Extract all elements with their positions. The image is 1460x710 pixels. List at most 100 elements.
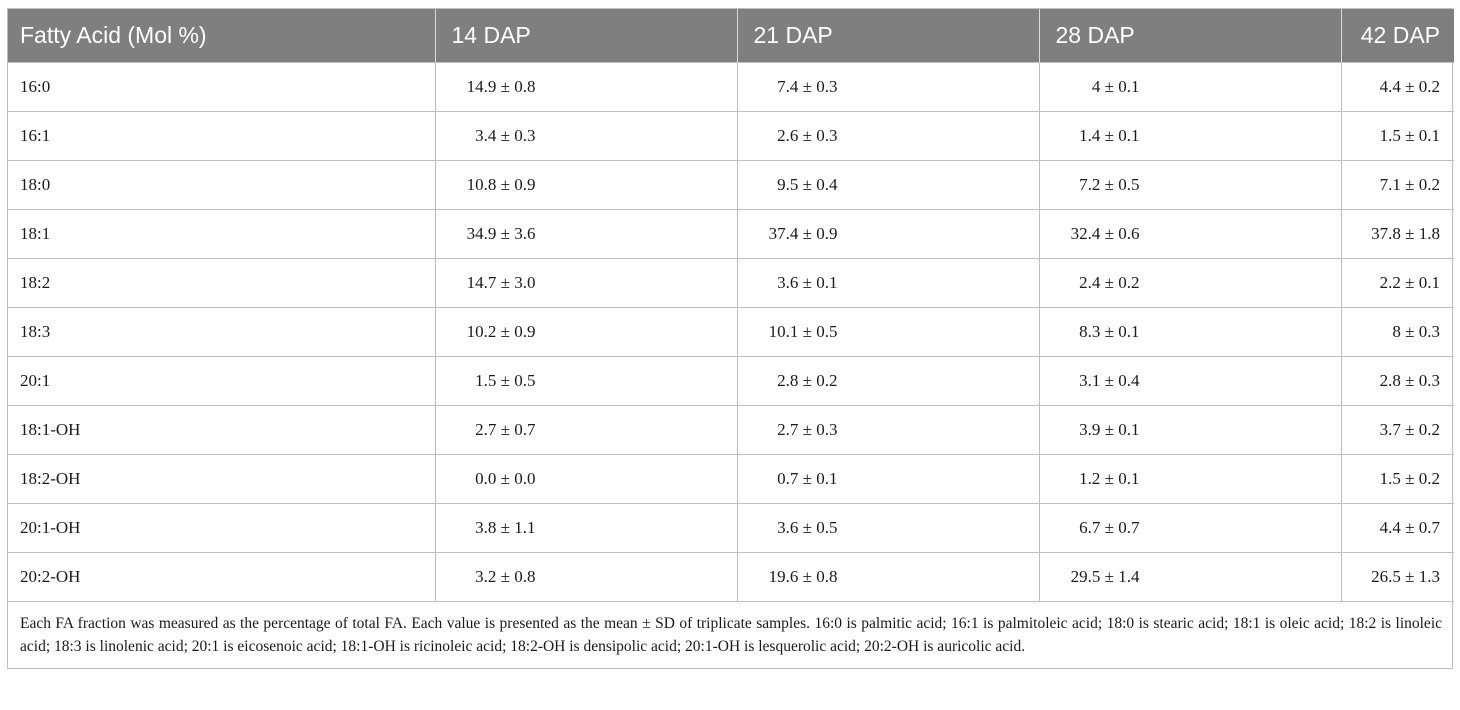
value-text: 10.1 ± 0.5 bbox=[768, 321, 838, 341]
value-cell: 4 ± 0.1 bbox=[1038, 61, 1341, 111]
value-cell: 29.5 ± 1.4 bbox=[1038, 551, 1341, 601]
value-text: 37.4 ± 0.9 bbox=[768, 223, 838, 243]
value-cell: 3.9 ± 0.1 bbox=[1038, 404, 1341, 454]
value-text: 10.8 ± 0.9 bbox=[466, 174, 536, 194]
value-cell: 14.7 ± 3.0 bbox=[434, 257, 737, 307]
value-cell: 1.2 ± 0.1 bbox=[1038, 453, 1341, 503]
value-cell: 14.9 ± 0.8 bbox=[434, 61, 737, 111]
header-21-dap: 21 DAP bbox=[736, 9, 1039, 62]
value-text: 4 ± 0.1 bbox=[1091, 76, 1140, 96]
value-cell: 3.1 ± 0.4 bbox=[1038, 355, 1341, 405]
value-cell: 2.8 ± 0.2 bbox=[736, 355, 1039, 405]
value-text: 3.6 ± 0.1 bbox=[777, 272, 838, 292]
value-cell: 8 ± 0.3 bbox=[1340, 306, 1454, 356]
fatty-acid-label: 20:1 bbox=[8, 355, 435, 405]
value-text: 34.9 ± 3.6 bbox=[466, 223, 536, 243]
table-body: 16:0 14.9 ± 0.8 7.4 ± 0.3 4 ± 0.1 4.4 ± 0.2 1… bbox=[8, 61, 1454, 601]
value-cell: 2.7 ± 0.3 bbox=[736, 404, 1039, 454]
value-cell: 2.8 ± 0.3 bbox=[1340, 355, 1454, 405]
value-cell: 34.9 ± 3.6 bbox=[434, 208, 737, 258]
value-cell: 0.0 ± 0.0 bbox=[434, 453, 737, 503]
value-text: 2.4 ± 0.2 bbox=[1079, 272, 1140, 292]
fatty-acid-label: 16:0 bbox=[8, 61, 435, 111]
value-text: 14.9 ± 0.8 bbox=[466, 76, 536, 96]
table-row: 18:0 10.8 ± 0.9 9.5 ± 0.4 7.2 ± 0.5 7.1 ± 0.… bbox=[8, 159, 1454, 209]
value-text: 10.2 ± 0.9 bbox=[466, 321, 536, 341]
value-cell: 37.8 ± 1.8 bbox=[1340, 208, 1454, 258]
value-text: 32.4 ± 0.6 bbox=[1070, 223, 1140, 243]
value-cell: 7.1 ± 0.2 bbox=[1340, 159, 1454, 209]
fatty-acid-label: 18:2-OH bbox=[8, 453, 435, 503]
header-42-dap: 42 DAP bbox=[1340, 9, 1454, 62]
value-text: 29.5 ± 1.4 bbox=[1070, 566, 1140, 586]
value-cell: 3.8 ± 1.1 bbox=[434, 502, 737, 552]
fatty-acid-label: 20:1-OH bbox=[8, 502, 435, 552]
value-cell: 2.4 ± 0.2 bbox=[1038, 257, 1341, 307]
table-row: 18:2 14.7 ± 3.0 3.6 ± 0.1 2.4 ± 0.2 2.2 ± 0.… bbox=[8, 257, 1454, 307]
value-cell: 3.4 ± 0.3 bbox=[434, 110, 737, 160]
value-text: 19.6 ± 0.8 bbox=[768, 566, 838, 586]
value-text: 1.4 ± 0.1 bbox=[1079, 125, 1140, 145]
table-header: Fatty Acid (Mol %) 14 DAP 21 DAP 28 DAP … bbox=[8, 9, 1454, 62]
table-footer: Each FA fraction was measured as the per… bbox=[8, 600, 1454, 668]
value-cell: 0.7 ± 0.1 bbox=[736, 453, 1039, 503]
value-cell: 1.5 ± 0.1 bbox=[1340, 110, 1454, 160]
fatty-acid-label: 18:0 bbox=[8, 159, 435, 209]
fatty-acid-label: 18:1 bbox=[8, 208, 435, 258]
value-text: 6.7 ± 0.7 bbox=[1079, 517, 1140, 537]
value-text: 1.2 ± 0.1 bbox=[1079, 468, 1140, 488]
value-text: 3.1 ± 0.4 bbox=[1079, 370, 1140, 390]
value-cell: 1.5 ± 0.2 bbox=[1340, 453, 1454, 503]
value-cell: 8.3 ± 0.1 bbox=[1038, 306, 1341, 356]
fatty-acid-table-container: Fatty Acid (Mol %) 14 DAP 21 DAP 28 DAP … bbox=[7, 8, 1454, 669]
value-cell: 2.2 ± 0.1 bbox=[1340, 257, 1454, 307]
value-text: 2.7 ± 0.3 bbox=[777, 419, 838, 439]
table-row: 16:1 3.4 ± 0.3 2.6 ± 0.3 1.4 ± 0.1 1.5 ± 0.1 bbox=[8, 110, 1454, 160]
value-text: 3.2 ± 0.8 bbox=[475, 566, 536, 586]
value-cell: 3.6 ± 0.5 bbox=[736, 502, 1039, 552]
value-text: 8.3 ± 0.1 bbox=[1079, 321, 1140, 341]
value-text: 2.7 ± 0.7 bbox=[475, 419, 536, 439]
header-fatty-acid: Fatty Acid (Mol %) bbox=[8, 9, 435, 62]
value-cell: 6.7 ± 0.7 bbox=[1038, 502, 1341, 552]
value-cell: 4.4 ± 0.7 bbox=[1340, 502, 1454, 552]
table-row: 20:1-OH 3.8 ± 1.1 3.6 ± 0.5 6.7 ± 0.7 4.4 ± … bbox=[8, 502, 1454, 552]
table-footnote: Each FA fraction was measured as the per… bbox=[8, 600, 1454, 668]
value-cell: 10.8 ± 0.9 bbox=[434, 159, 737, 209]
value-cell: 10.2 ± 0.9 bbox=[434, 306, 737, 356]
value-text: 3.6 ± 0.5 bbox=[777, 517, 838, 537]
value-cell: 1.4 ± 0.1 bbox=[1038, 110, 1341, 160]
table-row: 20:2-OH 3.2 ± 0.8 19.6 ± 0.8 29.5 ± 1.4 26.5… bbox=[8, 551, 1454, 601]
value-text: 14.7 ± 3.0 bbox=[466, 272, 536, 292]
value-cell: 19.6 ± 0.8 bbox=[736, 551, 1039, 601]
value-text: 3.9 ± 0.1 bbox=[1079, 419, 1140, 439]
fatty-acid-label: 18:3 bbox=[8, 306, 435, 356]
value-cell: 2.6 ± 0.3 bbox=[736, 110, 1039, 160]
value-text: 7.2 ± 0.5 bbox=[1079, 174, 1140, 194]
fatty-acid-label: 20:2-OH bbox=[8, 551, 435, 601]
header-28-dap: 28 DAP bbox=[1038, 9, 1341, 62]
value-cell: 37.4 ± 0.9 bbox=[736, 208, 1039, 258]
value-text: 2.8 ± 0.2 bbox=[777, 370, 838, 390]
fatty-acid-label: 16:1 bbox=[8, 110, 435, 160]
table-row: 20:1 1.5 ± 0.5 2.8 ± 0.2 3.1 ± 0.4 2.8 ± 0.3 bbox=[8, 355, 1454, 405]
value-cell: 3.7 ± 0.2 bbox=[1340, 404, 1454, 454]
value-text: 3.4 ± 0.3 bbox=[475, 125, 536, 145]
fatty-acid-table: Fatty Acid (Mol %) 14 DAP 21 DAP 28 DAP … bbox=[8, 9, 1454, 668]
value-cell: 3.2 ± 0.8 bbox=[434, 551, 737, 601]
value-cell: 1.5 ± 0.5 bbox=[434, 355, 737, 405]
value-cell: 3.6 ± 0.1 bbox=[736, 257, 1039, 307]
header-14-dap: 14 DAP bbox=[434, 9, 737, 62]
value-text: 1.5 ± 0.5 bbox=[475, 370, 536, 390]
footnote-row: Each FA fraction was measured as the per… bbox=[8, 600, 1454, 668]
value-cell: 7.4 ± 0.3 bbox=[736, 61, 1039, 111]
value-cell: 9.5 ± 0.4 bbox=[736, 159, 1039, 209]
value-cell: 7.2 ± 0.5 bbox=[1038, 159, 1341, 209]
table-row: 18:1 34.9 ± 3.6 37.4 ± 0.9 32.4 ± 0.6 37.8 ±… bbox=[8, 208, 1454, 258]
value-text: 3.8 ± 1.1 bbox=[475, 517, 536, 537]
value-text: 9.5 ± 0.4 bbox=[777, 174, 838, 194]
value-cell: 2.7 ± 0.7 bbox=[434, 404, 737, 454]
header-row: Fatty Acid (Mol %) 14 DAP 21 DAP 28 DAP … bbox=[8, 9, 1454, 62]
table-row: 16:0 14.9 ± 0.8 7.4 ± 0.3 4 ± 0.1 4.4 ± 0.2 bbox=[8, 61, 1454, 111]
value-text: 0.7 ± 0.1 bbox=[777, 468, 838, 488]
